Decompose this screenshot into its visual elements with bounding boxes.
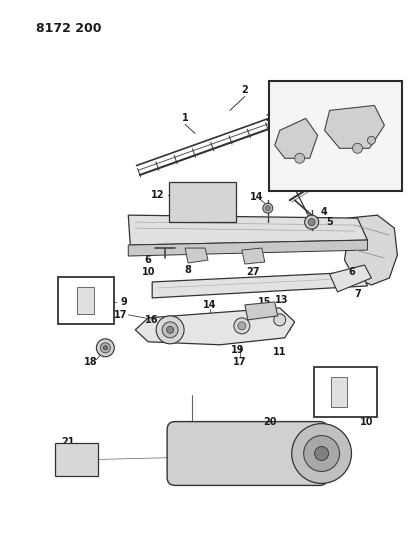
Text: 12: 12: [151, 190, 164, 200]
Circle shape: [352, 143, 362, 154]
Text: 4: 4: [319, 207, 326, 217]
Circle shape: [162, 322, 178, 338]
Text: 23: 23: [378, 146, 391, 155]
FancyBboxPatch shape: [169, 182, 235, 222]
Circle shape: [233, 318, 249, 334]
Text: 17: 17: [113, 310, 127, 320]
Text: 25: 25: [307, 88, 319, 97]
Text: 2: 2: [241, 85, 247, 95]
FancyBboxPatch shape: [77, 287, 94, 314]
Text: 20: 20: [263, 417, 276, 426]
Text: 9: 9: [121, 297, 127, 307]
Circle shape: [303, 435, 339, 472]
Text: 14: 14: [203, 300, 216, 310]
Text: 10: 10: [141, 267, 155, 277]
Circle shape: [366, 136, 375, 144]
FancyBboxPatch shape: [313, 367, 377, 417]
Polygon shape: [244, 302, 277, 320]
Text: 27: 27: [245, 267, 259, 277]
Circle shape: [273, 314, 285, 326]
Text: 8172 200: 8172 200: [36, 22, 101, 35]
Polygon shape: [329, 265, 371, 292]
Polygon shape: [324, 106, 384, 148]
Text: 10: 10: [359, 417, 372, 426]
Polygon shape: [274, 118, 317, 158]
Text: 16: 16: [145, 315, 159, 325]
Polygon shape: [128, 240, 366, 256]
Circle shape: [304, 215, 318, 229]
Circle shape: [103, 346, 107, 350]
Text: 6: 6: [144, 255, 151, 265]
FancyBboxPatch shape: [54, 442, 98, 477]
Circle shape: [166, 326, 173, 333]
Polygon shape: [135, 308, 294, 345]
Polygon shape: [128, 215, 366, 245]
FancyBboxPatch shape: [57, 277, 114, 324]
Text: 7: 7: [353, 289, 360, 299]
Text: 14: 14: [249, 192, 263, 202]
Circle shape: [314, 447, 328, 461]
FancyBboxPatch shape: [167, 422, 327, 486]
Text: 8: 8: [184, 265, 191, 275]
Text: 3: 3: [313, 178, 320, 188]
Text: 17: 17: [233, 357, 246, 367]
Polygon shape: [152, 272, 366, 298]
Circle shape: [265, 206, 270, 211]
Text: 1: 1: [181, 114, 188, 123]
Circle shape: [308, 219, 315, 225]
Circle shape: [291, 424, 351, 483]
Text: 24: 24: [265, 114, 277, 123]
FancyBboxPatch shape: [330, 377, 346, 407]
Circle shape: [294, 154, 304, 163]
Text: 6: 6: [347, 267, 354, 277]
Text: 15: 15: [257, 297, 271, 307]
Circle shape: [100, 343, 110, 353]
FancyBboxPatch shape: [268, 82, 401, 191]
Circle shape: [156, 316, 184, 344]
Circle shape: [237, 322, 245, 330]
Text: 22: 22: [380, 109, 393, 118]
Text: 11: 11: [272, 347, 286, 357]
Text: 19: 19: [231, 345, 244, 355]
Polygon shape: [184, 248, 207, 263]
Polygon shape: [241, 248, 264, 264]
Polygon shape: [344, 215, 396, 285]
Text: 5: 5: [326, 217, 332, 227]
Text: 21: 21: [62, 437, 75, 447]
Text: 18: 18: [83, 357, 97, 367]
Text: 13: 13: [274, 295, 288, 305]
Circle shape: [96, 339, 114, 357]
Circle shape: [262, 203, 272, 213]
